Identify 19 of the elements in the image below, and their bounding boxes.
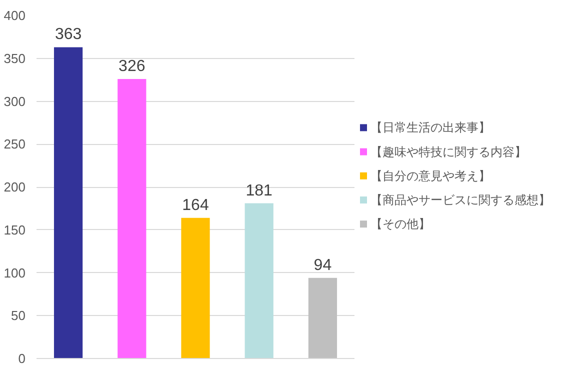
legend-label: 【自分の意見や考え】 [370, 168, 490, 183]
y-tick-label: 400 [4, 8, 26, 23]
y-tick-label: 150 [4, 222, 26, 238]
y-tick-label: 300 [4, 94, 26, 109]
y-tick-label: 100 [4, 265, 26, 280]
y-tick-label: 0 [18, 351, 26, 366]
data-label: 326 [118, 58, 146, 75]
y-tick-label: 350 [4, 50, 26, 66]
legend-label: 【商品やサービスに関する感想】 [370, 192, 550, 207]
legend-label: 【日常生活の出来事】 [370, 120, 490, 135]
data-label: 94 [314, 256, 332, 274]
y-tick-label: 200 [4, 180, 26, 194]
data-label: 181 [246, 182, 273, 200]
data-label: 164 [182, 196, 209, 214]
y-tick-label: 50 [11, 308, 26, 324]
data-label: 363 [54, 26, 82, 44]
y-tick-label: 250 [4, 136, 26, 152]
legend-label: 【趣味や特技に関する内容】 [370, 144, 526, 159]
legend-label: 【その他】 [370, 217, 430, 232]
